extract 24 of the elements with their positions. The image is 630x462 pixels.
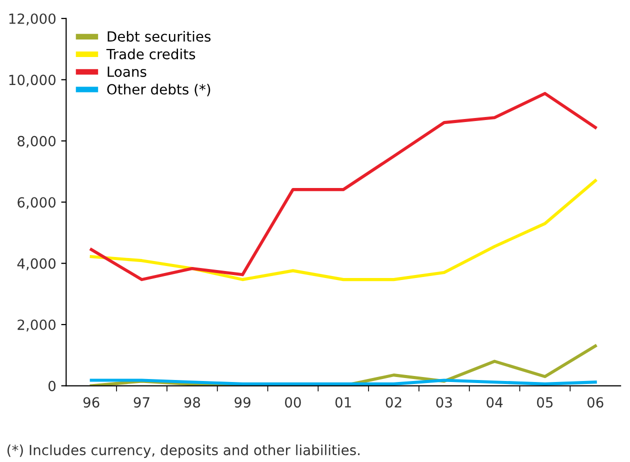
legend-label: Trade credits [106,48,196,60]
y-tick-label: 8,000 [18,136,56,148]
x-tick-label: 04 [486,397,503,408]
x-tick-label: 03 [436,397,452,408]
y-tick-label: 10,000 [9,74,56,87]
x-tick-label: 02 [386,397,402,408]
legend-label: Loans [108,66,146,77]
line-series [90,179,597,282]
x-tick-label: 98 [184,397,200,408]
y-tick-label: 2,000 [18,320,56,332]
x-tick-label: 06 [587,397,604,408]
y-tick-label: 4,000 [17,258,56,270]
legend-label: Debt securities [108,30,211,42]
x-tick-label: 96 [83,397,100,408]
x-tick-label: 97 [134,397,150,408]
x-tick-label: 01 [335,397,351,408]
x-tick-label: 05 [537,397,553,408]
y-tick-label: 6,000 [18,197,56,210]
x-tick-label: 00 [285,397,301,408]
x-tick-label: 99 [234,397,250,408]
text: (*) Includes currency, deposits and other liabilities. [7,444,360,458]
y-tick-label: 12,000 [9,13,56,26]
legend-label: Other debts (*) [107,84,210,96]
y-tick-label: 0 [48,380,56,392]
